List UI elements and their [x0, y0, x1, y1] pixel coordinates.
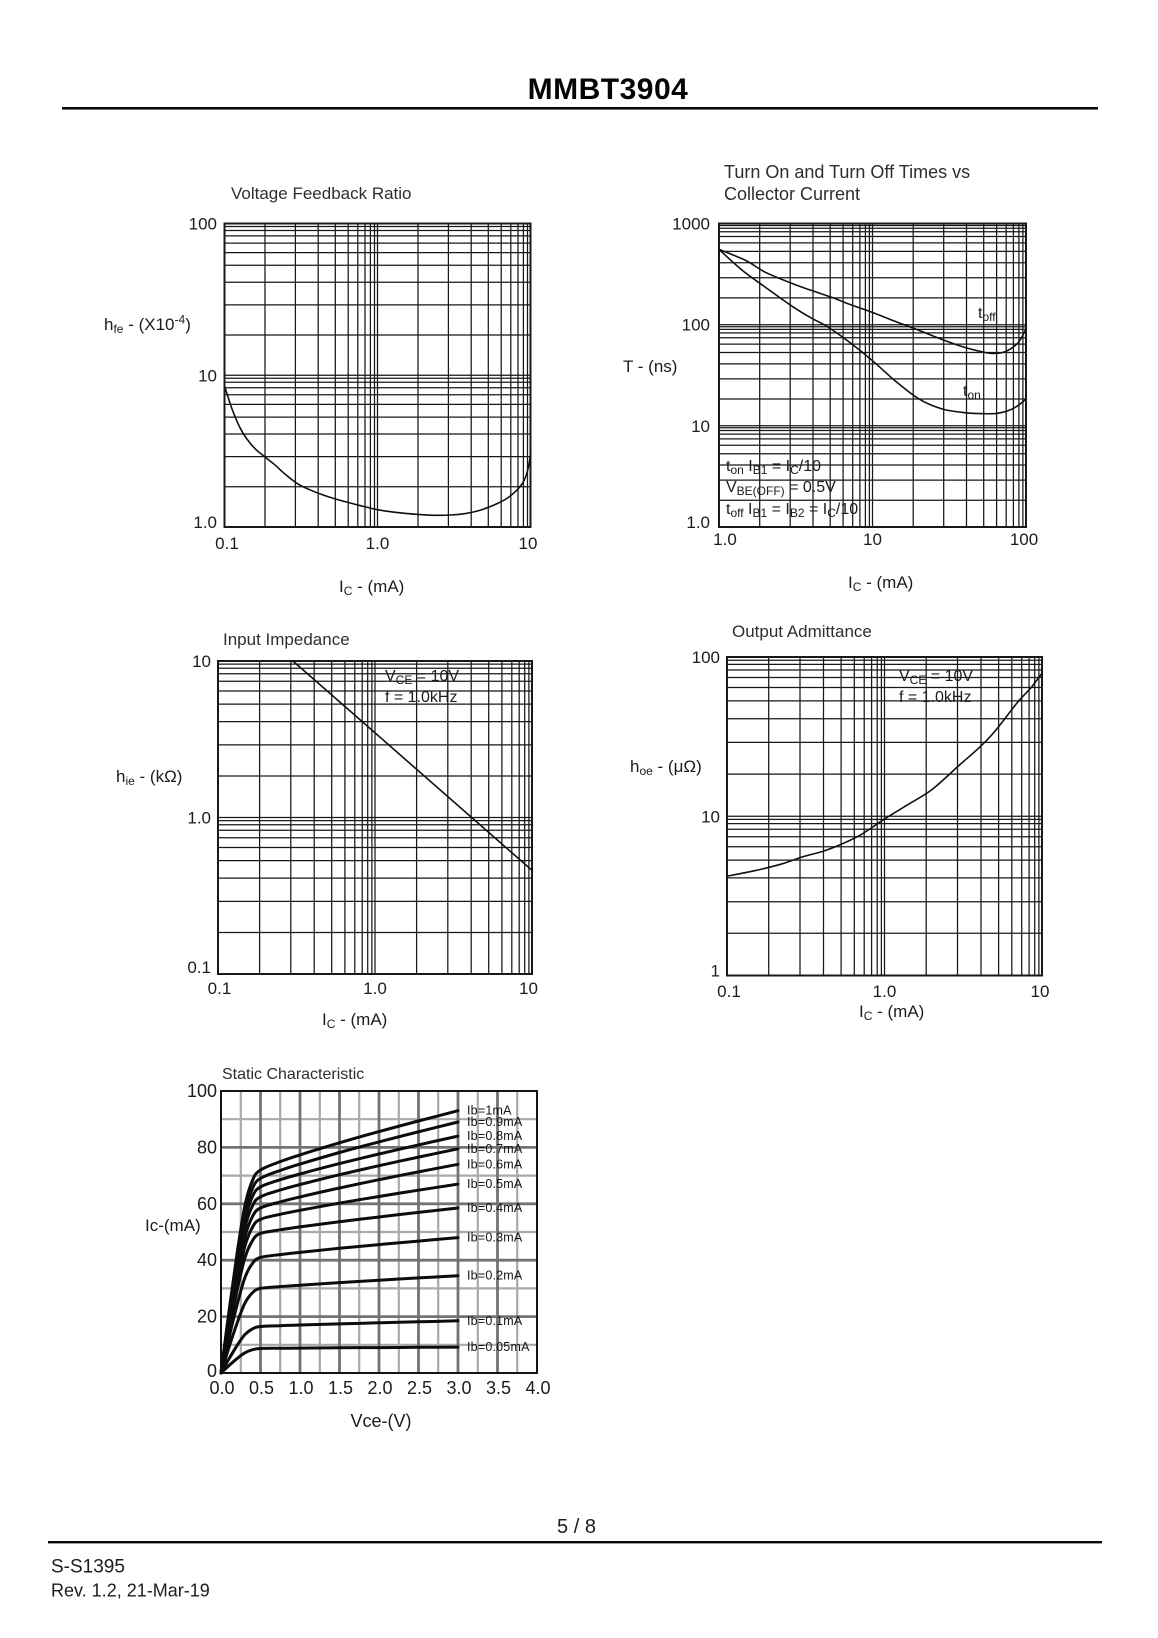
svg-text:T - (ns): T - (ns)	[623, 357, 677, 376]
svg-text:MMBT3904: MMBT3904	[528, 73, 689, 106]
svg-text:10: 10	[863, 530, 882, 549]
svg-text:Ib=0.4mA: Ib=0.4mA	[467, 1201, 523, 1215]
svg-text:4.0: 4.0	[525, 1378, 550, 1398]
svg-text:10: 10	[1031, 982, 1050, 1001]
svg-text:toff​: toff​	[978, 305, 996, 324]
svg-text:Rev. 1.2, 21-Mar-19: Rev. 1.2, 21-Mar-19	[51, 1581, 210, 1601]
svg-text:ton​: ton​	[963, 383, 981, 402]
svg-text:Collector Current: Collector Current	[724, 184, 860, 204]
svg-text:0.1: 0.1	[215, 534, 239, 553]
svg-text:0.1: 0.1	[187, 958, 211, 977]
svg-text:VCE​ = 10V: VCE​ = 10V	[385, 668, 459, 687]
svg-text:100: 100	[187, 1081, 217, 1101]
svg-text:f = 1.0kHz: f = 1.0kHz	[385, 689, 457, 706]
svg-text:10: 10	[691, 417, 710, 436]
svg-text:10: 10	[519, 979, 538, 998]
svg-text:Vce-(V): Vce-(V)	[350, 1411, 411, 1431]
svg-text:100: 100	[682, 316, 710, 335]
svg-text:10: 10	[192, 652, 211, 671]
svg-text:1.0: 1.0	[288, 1378, 313, 1398]
svg-text:10: 10	[701, 807, 720, 826]
svg-text:IC​ - (mA): IC​ - (mA)	[339, 577, 404, 598]
svg-text:1.0: 1.0	[686, 513, 710, 532]
svg-text:40: 40	[197, 1250, 217, 1270]
svg-text:Ib=1mA: Ib=1mA	[467, 1104, 512, 1118]
svg-text:Ib=0.05mA: Ib=0.05mA	[467, 1340, 530, 1354]
svg-text:3.0: 3.0	[446, 1378, 471, 1398]
svg-text:1: 1	[711, 962, 720, 981]
svg-text:hoe​ - (μΩ): hoe​ - (μΩ)	[630, 757, 702, 778]
svg-text:hfe​ - (X10-4​): hfe​ - (X10-4​)	[104, 313, 191, 337]
svg-text:1.0: 1.0	[873, 982, 897, 1001]
svg-text:Turn On and Turn Off Times vs: Turn On and Turn Off Times vs	[724, 162, 970, 182]
svg-text:VCE​ = 10V: VCE​ = 10V	[899, 668, 973, 687]
svg-text:VBE(OFF)​ = 0.5V: VBE(OFF)​ = 0.5V	[726, 479, 836, 498]
svg-text:0: 0	[207, 1361, 217, 1381]
svg-text:Static Characteristic: Static Characteristic	[222, 1066, 364, 1083]
svg-text:1.5: 1.5	[328, 1378, 353, 1398]
svg-text:3.5: 3.5	[486, 1378, 511, 1398]
svg-text:20: 20	[197, 1307, 217, 1327]
svg-text:Ib=0.8mA: Ib=0.8mA	[467, 1129, 523, 1143]
svg-text:1.0: 1.0	[363, 979, 387, 998]
svg-text:2.0: 2.0	[367, 1378, 392, 1398]
svg-text:100: 100	[692, 648, 720, 667]
svg-text:IC​ - (mA): IC​ - (mA)	[859, 1002, 924, 1023]
svg-text:10: 10	[519, 534, 538, 553]
svg-text:0.5: 0.5	[249, 1378, 274, 1398]
svg-text:100: 100	[1010, 530, 1038, 549]
svg-text:100: 100	[189, 215, 217, 234]
svg-text:Ib=0.6mA: Ib=0.6mA	[467, 1157, 523, 1171]
svg-text:S-S1395: S-S1395	[51, 1557, 125, 1578]
svg-text:Ib=0.9mA: Ib=0.9mA	[467, 1115, 523, 1129]
svg-text:1.0: 1.0	[366, 534, 390, 553]
svg-text:toff​ IB1​ = IB2​ = IC​/10: toff​ IB1​ = IB2​ = IC​/10	[726, 501, 858, 520]
svg-text:5 / 8: 5 / 8	[557, 1516, 596, 1538]
svg-text:IC​ - (mA): IC​ - (mA)	[322, 1010, 387, 1031]
svg-text:Voltage Feedback Ratio: Voltage Feedback Ratio	[231, 184, 412, 203]
svg-text:0.0: 0.0	[209, 1378, 234, 1398]
svg-text:ton​ IB1​ = IC​/10: ton​ IB1​ = IC​/10	[726, 458, 821, 477]
svg-text:Ic-(mA): Ic-(mA)	[145, 1216, 201, 1235]
svg-text:Output Admittance: Output Admittance	[732, 622, 872, 641]
svg-text:Ib=0.1mA: Ib=0.1mA	[467, 1314, 523, 1328]
svg-text:hie​ - (kΩ): hie​ - (kΩ)	[116, 767, 182, 788]
svg-text:1000: 1000	[672, 215, 710, 234]
svg-text:0.1: 0.1	[717, 982, 741, 1001]
svg-text:Ib=0.3mA: Ib=0.3mA	[467, 1231, 523, 1245]
svg-text:Ib=0.2mA: Ib=0.2mA	[467, 1269, 523, 1283]
svg-text:f = 1.0kHz: f = 1.0kHz	[899, 689, 971, 706]
svg-text:0.1: 0.1	[208, 979, 232, 998]
svg-text:80: 80	[197, 1137, 217, 1157]
svg-text:10: 10	[198, 366, 217, 385]
svg-text:Ib=0.7mA: Ib=0.7mA	[467, 1142, 523, 1156]
svg-text:60: 60	[197, 1194, 217, 1214]
svg-text:Ib=0.5mA: Ib=0.5mA	[467, 1177, 523, 1191]
svg-text:2.5: 2.5	[407, 1378, 432, 1398]
svg-text:1.0: 1.0	[187, 809, 211, 828]
svg-text:Input Impedance: Input Impedance	[223, 630, 350, 649]
svg-text:1.0: 1.0	[193, 513, 217, 532]
svg-text:1.0: 1.0	[713, 530, 737, 549]
svg-text:IC​ - (mA): IC​ - (mA)	[848, 573, 913, 594]
